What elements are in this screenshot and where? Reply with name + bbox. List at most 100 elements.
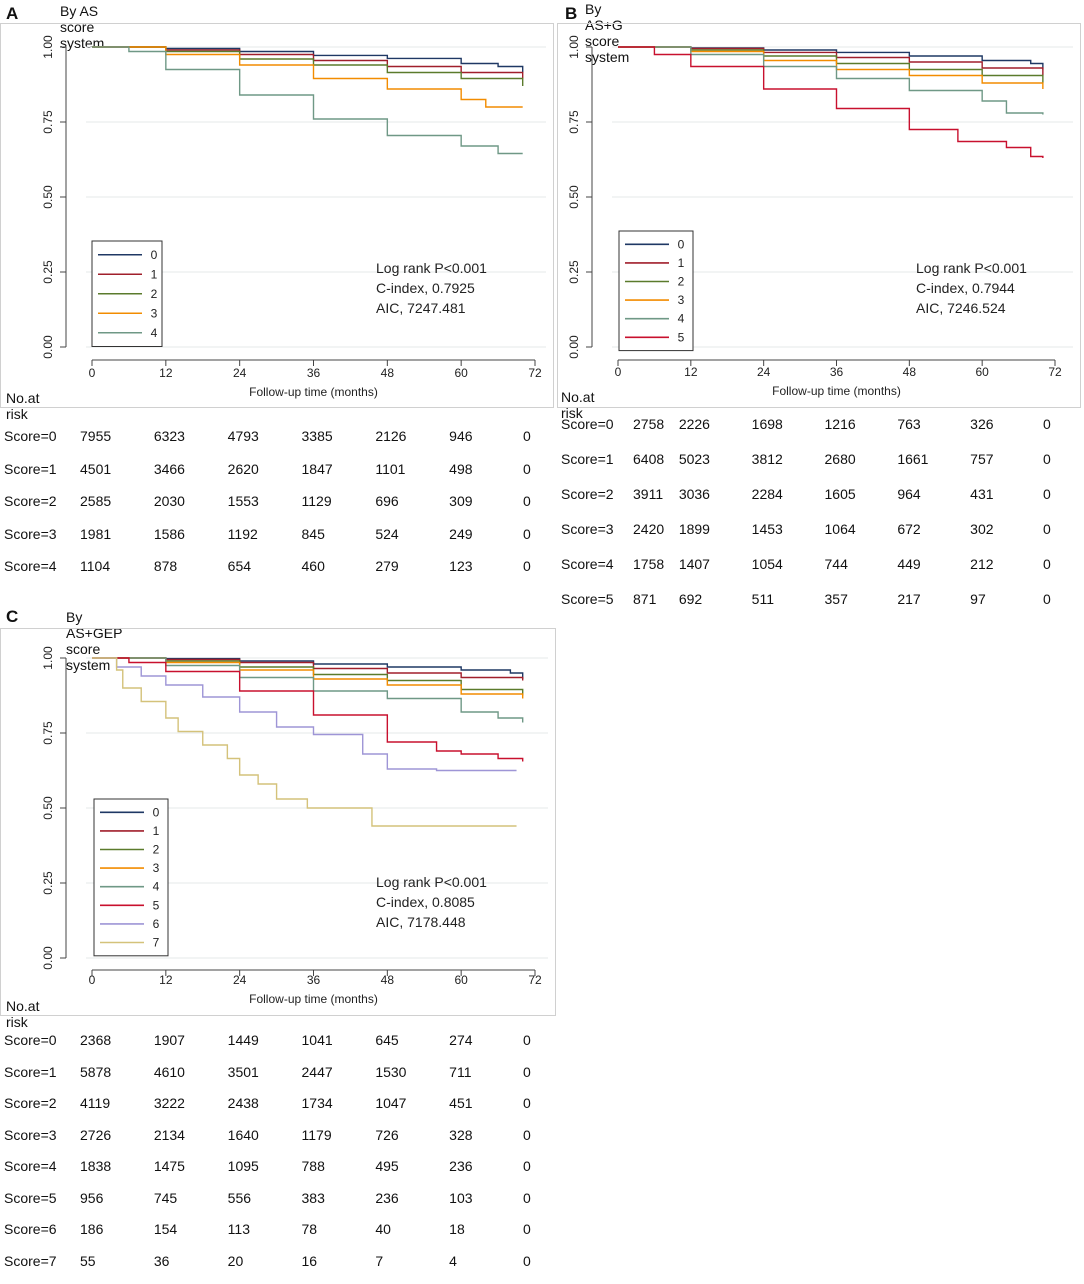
risk-cell: 3812 — [751, 451, 783, 467]
series-line-0 — [92, 46, 524, 73]
x-tick-label: 60 — [975, 365, 989, 379]
risk-row: Score=2 2585 2030 1553 1129 696 309 0 — [0, 493, 554, 511]
risk-cell: 0 — [523, 1221, 531, 1237]
annotation: Log rank P<0.001 — [916, 260, 1027, 276]
risk-cell: 0 — [1043, 591, 1051, 607]
risk-row-label: Score=1 — [4, 460, 57, 477]
x-tick-label: 36 — [830, 365, 844, 379]
x-axis-label: Follow-up time (months) — [249, 992, 378, 1006]
risk-cell: 1530 — [375, 1063, 407, 1080]
risk-cell: 236 — [449, 1158, 473, 1174]
x-tick-label: 72 — [528, 973, 542, 987]
risk-cell: 0 — [523, 1063, 531, 1080]
risk-cell: 498 — [449, 460, 473, 477]
risk-row: Score=1 6408 5023 3812 2680 1661 757 0 — [557, 451, 1081, 469]
x-tick-label: 72 — [1048, 365, 1062, 379]
risk-row-label: Score=4 — [561, 556, 614, 572]
risk-cell: 654 — [227, 558, 252, 574]
risk-cell: 2680 — [824, 451, 856, 467]
y-tick-label: 0.75 — [41, 110, 55, 134]
x-tick-label: 36 — [307, 973, 321, 987]
risk-cell: 0 — [1043, 486, 1051, 502]
annotation: C-index, 0.7925 — [376, 280, 475, 296]
risk-cell: 0 — [523, 1126, 531, 1143]
x-tick-label: 0 — [89, 366, 96, 380]
legend-box — [618, 230, 694, 352]
legend-label: 6 — [153, 917, 160, 931]
legend-label: 5 — [678, 330, 685, 344]
risk-cell: 1586 — [153, 525, 185, 542]
x-tick-label: 12 — [159, 366, 173, 380]
risk-cell: 18 — [449, 1221, 465, 1237]
risk-cell: 511 — [751, 591, 774, 607]
legend-label: 5 — [153, 898, 160, 912]
x-tick-label: 48 — [381, 366, 395, 380]
legend-label: 0 — [153, 805, 160, 819]
chart-title: By AS+G score system — [585, 1, 630, 65]
risk-cell: 431 — [970, 486, 994, 502]
risk-row: Score=4 1838 1475 1095 788 495 236 0 — [0, 1158, 556, 1176]
risk-cell: 460 — [301, 558, 325, 574]
legend-label: 3 — [678, 293, 685, 307]
risk-row-label: Score=0 — [4, 428, 57, 444]
risk-cell: 0 — [523, 1189, 531, 1206]
series-line-0 — [92, 657, 524, 679]
chart-frame — [557, 23, 1081, 408]
risk-cell: 328 — [449, 1126, 473, 1143]
risk-cell: 1449 — [227, 1032, 259, 1048]
risk-cell: 1179 — [301, 1126, 332, 1143]
risk-cell: 1095 — [227, 1158, 259, 1174]
panel-letter: C — [6, 607, 19, 626]
risk-cell: 7 — [375, 1252, 384, 1269]
risk-row: Score=3 1981 1586 1192 845 524 249 0 — [0, 526, 554, 544]
risk-cell: 1475 — [153, 1158, 185, 1174]
risk-cell: 788 — [301, 1158, 325, 1174]
risk-row: Score=2 3911 3036 2284 1605 964 431 0 — [557, 486, 1081, 504]
x-tick-label: 0 — [89, 973, 96, 987]
series-line-6 — [92, 657, 517, 772]
risk-row: Score=5 956 745 556 383 236 103 0 — [0, 1190, 556, 1208]
annotation: AIC, 7178.448 — [376, 914, 466, 930]
risk-cell: 0 — [1043, 521, 1051, 537]
risk-cell: 2758 — [633, 416, 665, 432]
risk-cell: 4610 — [153, 1063, 185, 1080]
x-tick-label: 72 — [528, 366, 542, 380]
risk-cell: 274 — [449, 1032, 473, 1048]
risk-cell: 78 — [301, 1221, 318, 1237]
survival-plot: 0.000.250.500.751.000 12 24 36 48 60 72Follow-… — [41, 35, 546, 399]
risk-row-label: Score=1 — [4, 1063, 57, 1080]
risk-cell: 5878 — [80, 1063, 112, 1080]
risk-cell: 249 — [449, 525, 473, 542]
risk-row-label: Score=4 — [4, 558, 57, 574]
risk-cell: 1101 — [375, 460, 406, 477]
risk-cell: 871 — [633, 591, 657, 607]
legend-label: 1 — [153, 824, 160, 838]
annotation: Log rank P<0.001 — [376, 260, 487, 276]
risk-row-label: Score=3 — [561, 521, 614, 537]
risk-cell: 878 — [153, 558, 178, 574]
x-tick-label: 48 — [903, 365, 917, 379]
risk-cell: 711 — [449, 1063, 472, 1080]
risk-row-label: Score=5 — [561, 591, 614, 607]
y-tick-label: 0.00 — [567, 335, 581, 359]
series-line-3 — [618, 46, 1044, 89]
risk-cell: 1838 — [80, 1158, 112, 1174]
legend-label: 4 — [151, 326, 158, 340]
risk-cell: 1407 — [678, 556, 710, 572]
risk-table: Score=0 2758 2226 1698 1216 763 326 0 Score=1 640… — [557, 416, 1081, 626]
chart-frame — [0, 23, 554, 408]
risk-cell: 2585 — [80, 493, 112, 509]
risk-table-header: No.at risk — [6, 390, 40, 422]
risk-cell: 946 — [449, 428, 473, 444]
x-tick-label: 24 — [233, 366, 247, 380]
risk-cell: 236 — [375, 1189, 399, 1206]
risk-cell: 154 — [153, 1221, 178, 1237]
x-tick-label: 24 — [757, 365, 771, 379]
x-tick-label: 60 — [454, 973, 468, 987]
risk-cell: 3466 — [153, 460, 185, 477]
risk-row: Score=4 1104 878 654 460 279 123 0 — [0, 558, 554, 576]
risk-cell: 2620 — [227, 460, 259, 477]
risk-cell: 726 — [375, 1126, 399, 1143]
y-tick-label: 1.00 — [567, 35, 581, 59]
risk-cell: 2726 — [80, 1126, 112, 1143]
